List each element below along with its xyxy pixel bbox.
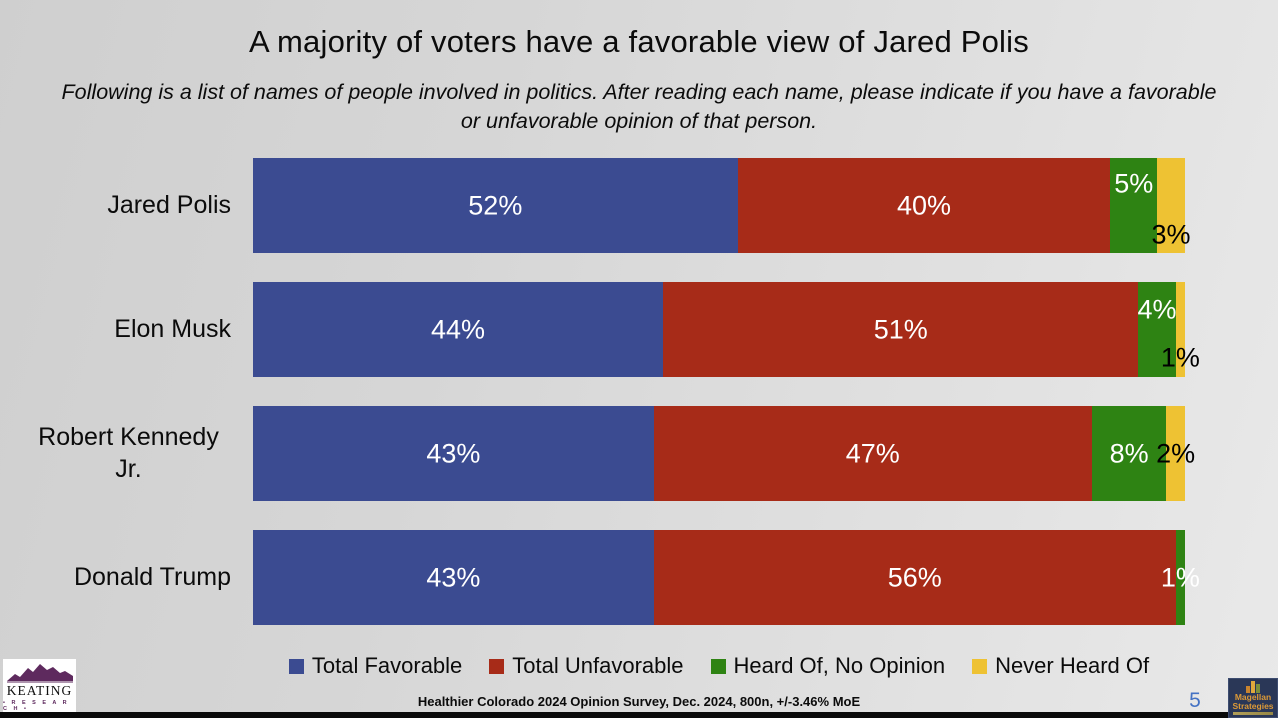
legend-item: Total Favorable — [288, 653, 463, 679]
stacked-bar-chart: Jared Polis 52% 40% 5% 3% Elon Musk 44% 51% 4% 1%… — [0, 158, 1278, 654]
magellan-logo-line1: Magellan — [1234, 692, 1272, 702]
bar-segment — [1157, 158, 1185, 253]
bar-segment — [653, 530, 1176, 625]
chart-legend: Total Favorable Total Unfavorable Heard Of… — [253, 653, 1185, 679]
page-subtitle: Following is a list of names of people i… — [61, 80, 1217, 134]
chart-row: Donald Trump 43% 56% 1% — [0, 530, 1278, 625]
bar-segment — [1175, 530, 1185, 625]
category-label: Robert Kennedy Jr. — [38, 423, 219, 483]
bar-segment — [1110, 158, 1158, 253]
bar-segment — [663, 282, 1139, 377]
bar-track: 52% 40% 5% 3% — [253, 158, 1191, 253]
bar-segment — [1166, 406, 1185, 501]
legend-label: Total Unfavorable — [512, 653, 684, 678]
magellan-logo-line2: Strategies — [1232, 700, 1274, 711]
value-label: 47% — [845, 438, 900, 468]
bar-track: 43% 47% 8% 2% — [253, 406, 1195, 501]
value-label: 56% — [887, 562, 942, 592]
bar-segment — [253, 406, 654, 501]
mountain-icon — [6, 661, 73, 683]
keating-logo-subtitle: • R E S E A R C H • — [3, 699, 70, 712]
bar-segment — [253, 530, 654, 625]
keating-research-logo: KEATING • R E S E A R C H • — [3, 659, 76, 712]
legend-label: Heard Of, No Opinion — [733, 653, 946, 678]
value-label: 43% — [426, 438, 481, 468]
value-label: 4% — [1137, 294, 1177, 324]
bar-track: 43% 56% 1% — [253, 530, 1200, 625]
value-label: 1% — [1160, 342, 1200, 372]
keating-logo-name: KEATING — [6, 683, 73, 698]
legend-label: Never Heard Of — [995, 653, 1150, 678]
bar-segment — [253, 282, 664, 377]
category-label: Jared Polis — [107, 190, 231, 219]
value-label: 1% — [1160, 562, 1200, 592]
legend-label: Total Favorable — [311, 653, 463, 678]
value-label: 5% — [1114, 168, 1154, 198]
legend-swatch-icon — [710, 658, 726, 674]
chart-row: Robert Kennedy Jr. 43% 47% 8% 2% — [0, 406, 1278, 501]
magellan-strategies-logo: Magellan Strategies — [1228, 678, 1278, 718]
category-label: Donald Trump — [73, 562, 231, 591]
category-label: Elon Musk — [114, 314, 231, 343]
legend-item: Never Heard Of — [972, 653, 1149, 679]
bar-segment — [653, 406, 1092, 501]
page-title: A majority of voters have a favorable vi… — [249, 24, 1029, 59]
chart-row: Elon Musk 44% 51% 4% 1% — [0, 282, 1278, 377]
legend-swatch-icon — [489, 658, 505, 674]
chart-rows: Jared Polis 52% 40% 5% 3% Elon Musk 44% 51% 4% 1%… — [0, 158, 1278, 625]
value-label: 8% — [1109, 438, 1149, 468]
value-label: 43% — [426, 562, 481, 592]
chart-row: Jared Polis 52% 40% 5% 3% — [0, 158, 1278, 253]
legend-swatch-icon — [972, 658, 988, 674]
legend-swatch-icon — [288, 658, 304, 674]
bar-track: 44% 51% 4% 1% — [253, 282, 1200, 377]
value-label: 2% — [1156, 438, 1196, 468]
legend-item: Heard Of, No Opinion — [710, 653, 946, 679]
bottom-edge-bar — [0, 712, 1278, 718]
bar-segment — [1091, 406, 1167, 501]
value-label: 40% — [897, 190, 952, 220]
magellan-logo-tagline — [1233, 711, 1273, 715]
legend-item: Total Unfavorable — [489, 653, 684, 679]
bar-segment — [253, 158, 738, 253]
page-number: 5 — [1189, 689, 1201, 712]
value-label: 51% — [873, 314, 928, 344]
bar-segment — [1175, 282, 1185, 377]
value-label: 52% — [468, 190, 523, 220]
bar-chart-icon — [1246, 681, 1260, 693]
bar-segment — [737, 158, 1111, 253]
bar-segment — [1138, 282, 1176, 377]
value-label: 3% — [1151, 219, 1191, 249]
source-note: Healthier Colorado 2024 Opinion Survey, … — [417, 694, 861, 709]
value-label: 44% — [431, 314, 486, 344]
